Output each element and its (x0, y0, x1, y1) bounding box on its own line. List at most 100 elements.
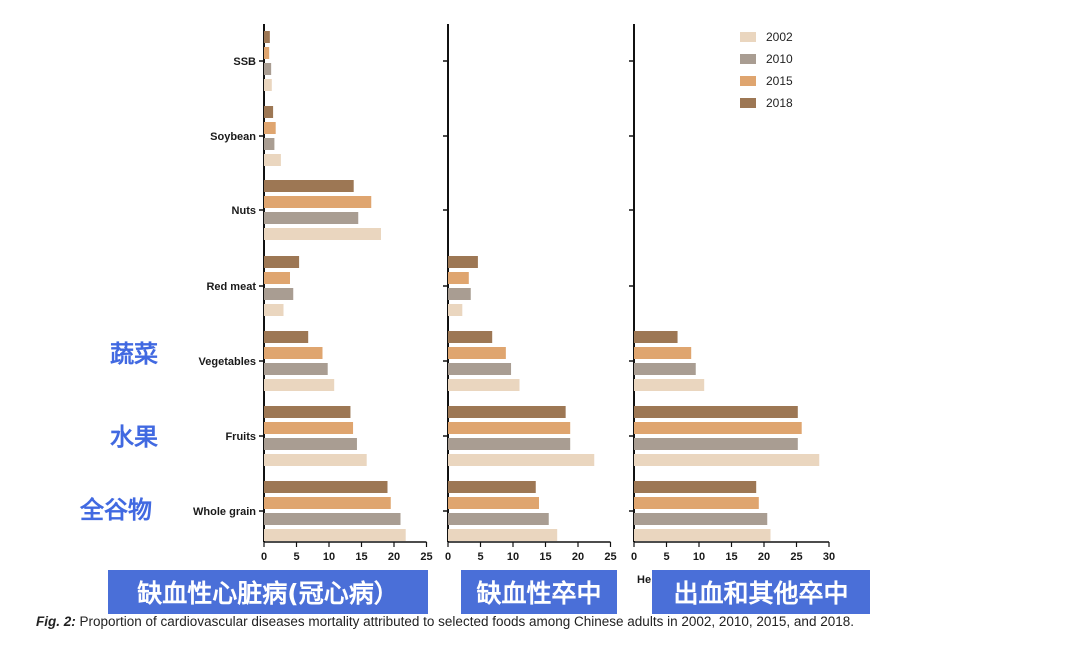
bar-panel-2-vegetables-2015 (634, 347, 692, 359)
bar-panel-1-red-meat-2015 (448, 272, 469, 284)
bar-panel-0-nuts-2010 (264, 212, 359, 224)
bar-panel-0-ssb-2018 (264, 31, 270, 43)
bar-panel-0-vegetables-2018 (264, 331, 309, 343)
bar-panel-0-soybean-2002 (264, 154, 281, 166)
category-label-fruits: Fruits (225, 431, 256, 443)
cn-category-label-vegetables: 蔬菜 (110, 340, 158, 368)
bar-panel-0-fruits-2015 (264, 422, 354, 434)
panel-label-hemorrhagic-stroke: 出血和其他卒中 (652, 570, 870, 614)
bar-panel-0-red-meat-2010 (264, 288, 294, 300)
panel-label-ischemic-heart-disease: 缺血性心脏病(冠心病） (108, 570, 428, 614)
bar-panel-2-whole-grain-2002 (634, 529, 771, 541)
bar-panel-1-whole-grain-2010 (448, 513, 549, 525)
panel-0-x-tick-label-15: 15 (355, 551, 367, 563)
bar-panel-1-whole-grain-2015 (448, 497, 539, 509)
bar-panel-0-ssb-2002 (264, 79, 272, 91)
panel-2-x-tick-label-5: 5 (663, 551, 669, 563)
bar-panel-0-fruits-2002 (264, 454, 367, 466)
panel-0-x-tick-label-20: 20 (388, 551, 400, 563)
bar-panel-1-vegetables-2002 (448, 379, 520, 391)
cn-category-label-whole-grain: 全谷物 (79, 496, 152, 524)
panel-0-x-tick-label-0: 0 (261, 551, 267, 563)
category-label-whole-grain: Whole grain (193, 506, 256, 518)
category-label-red-meat: Red meat (206, 281, 256, 293)
panel-2-x-tick-label-10: 10 (693, 551, 705, 563)
panel-0-x-tick-label-5: 5 (293, 551, 299, 563)
legend-swatch-2018 (740, 98, 756, 108)
bar-panel-2-fruits-2015 (634, 422, 802, 434)
bar-panel-2-vegetables-2018 (634, 331, 678, 343)
panel-2-x-tick-label-20: 20 (758, 551, 770, 563)
bar-panel-1-red-meat-2002 (448, 304, 463, 316)
panel-1-x-tick-label-10: 10 (507, 551, 519, 563)
bar-panel-0-vegetables-2015 (264, 347, 323, 359)
legend-swatch-2010 (740, 54, 756, 64)
bar-panel-0-nuts-2002 (264, 228, 381, 240)
legend-label-2015: 2015 (766, 74, 793, 88)
bar-panel-1-fruits-2002 (448, 454, 595, 466)
bar-panel-2-whole-grain-2015 (634, 497, 759, 509)
panel-0-x-tick-label-10: 10 (323, 551, 335, 563)
bar-panel-2-vegetables-2002 (634, 379, 705, 391)
bar-panel-1-whole-grain-2002 (448, 529, 558, 541)
bar-panel-0-red-meat-2018 (264, 256, 300, 268)
bar-panel-1-vegetables-2015 (448, 347, 506, 359)
bar-panel-1-red-meat-2018 (448, 256, 478, 268)
panel-2-x-tick-label-25: 25 (790, 551, 802, 563)
legend-swatch-2002 (740, 32, 756, 42)
bar-panel-0-red-meat-2002 (264, 304, 284, 316)
bar-panel-2-whole-grain-2018 (634, 481, 757, 493)
bar-panel-0-nuts-2015 (264, 196, 372, 208)
cn-category-label-fruits: 水果 (110, 423, 158, 451)
bar-panel-1-fruits-2015 (448, 422, 571, 434)
panel-1-x-tick-label-0: 0 (445, 551, 451, 563)
bar-panel-2-whole-grain-2010 (634, 513, 768, 525)
bar-panel-2-fruits-2010 (634, 438, 798, 450)
panel-0-x-tick-label-25: 25 (420, 551, 432, 563)
panel-2-x-tick-label-15: 15 (725, 551, 737, 563)
bar-panel-1-fruits-2018 (448, 406, 566, 418)
panel-1-x-tick-label-15: 15 (539, 551, 551, 563)
bar-panel-0-fruits-2018 (264, 406, 351, 418)
bar-panel-0-soybean-2018 (264, 106, 274, 118)
legend-label-2002: 2002 (766, 30, 793, 44)
bar-panel-0-soybean-2015 (264, 122, 276, 134)
bar-panel-1-vegetables-2010 (448, 363, 512, 375)
panel-label-ischemic-stroke: 缺血性卒中 (461, 570, 617, 614)
panel-1-x-tick-label-25: 25 (604, 551, 616, 563)
bar-panel-0-nuts-2018 (264, 180, 354, 192)
caption-figure-label: Fig. 2: (36, 614, 76, 629)
figure-caption: Fig. 2: Proportion of cardiovascular dis… (36, 614, 1066, 629)
bar-panel-2-vegetables-2010 (634, 363, 696, 375)
bar-panel-0-ssb-2010 (264, 63, 272, 75)
bar-panel-2-fruits-2018 (634, 406, 798, 418)
bar-panel-0-whole-grain-2015 (264, 497, 391, 509)
bar-panel-2-fruits-2002 (634, 454, 820, 466)
panel-2-x-tick-label-30: 30 (823, 551, 835, 563)
bar-panel-0-vegetables-2002 (264, 379, 335, 391)
category-label-nuts: Nuts (232, 205, 256, 217)
bar-panel-0-soybean-2010 (264, 138, 275, 150)
legend-swatch-2015 (740, 76, 756, 86)
category-label-vegetables: Vegetables (199, 356, 256, 368)
category-label-ssb: SSB (233, 56, 256, 68)
bar-panel-0-red-meat-2015 (264, 272, 290, 284)
category-label-soybean: Soybean (210, 131, 256, 143)
bar-panel-1-fruits-2010 (448, 438, 571, 450)
bar-panel-0-vegetables-2010 (264, 363, 328, 375)
bar-panel-0-whole-grain-2010 (264, 513, 401, 525)
panel-axis-label-fragment: He (637, 574, 652, 586)
bar-panel-0-fruits-2010 (264, 438, 357, 450)
panel-2-x-tick-label-0: 0 (631, 551, 637, 563)
bar-panel-0-whole-grain-2018 (264, 481, 388, 493)
bar-panel-0-whole-grain-2002 (264, 529, 406, 541)
legend-label-2010: 2010 (766, 52, 793, 66)
bar-panel-1-vegetables-2018 (448, 331, 493, 343)
bar-panel-0-ssb-2015 (264, 47, 270, 59)
legend-label-2018: 2018 (766, 96, 793, 110)
bar-panel-1-red-meat-2010 (448, 288, 471, 300)
caption-text: Proportion of cardiovascular diseases mo… (75, 614, 854, 629)
bar-panel-1-whole-grain-2018 (448, 481, 536, 493)
panel-1-x-tick-label-20: 20 (572, 551, 584, 563)
